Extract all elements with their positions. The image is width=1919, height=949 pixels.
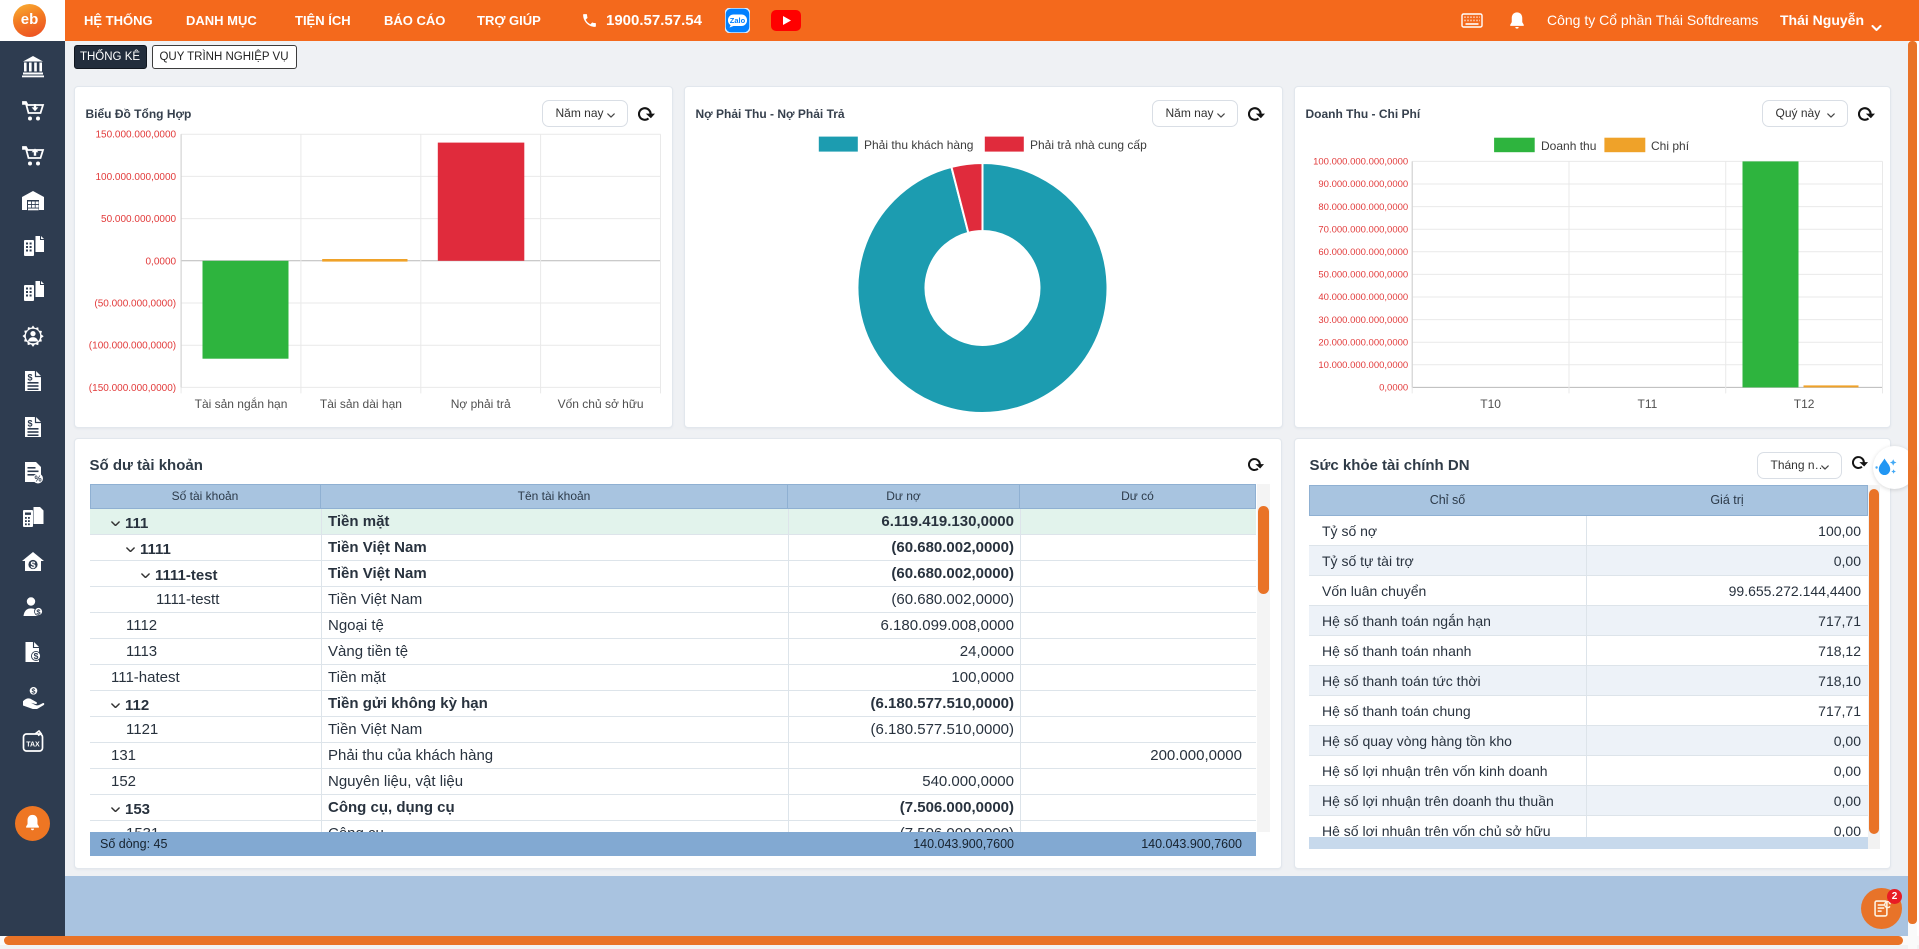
svg-text:70.000.000.000,0000: 70.000.000.000,0000 [1318,224,1408,235]
svg-text:0,0000: 0,0000 [1379,383,1408,394]
svg-text:(150.000.000,0000): (150.000.000,0000) [88,383,175,394]
svg-text:Tài sản ngắn hạn: Tài sản ngắn hạn [194,396,287,411]
svg-text:(100.000.000,0000): (100.000.000,0000) [88,341,175,352]
svg-text:80.000.000.000,0000: 80.000.000.000,0000 [1318,202,1408,213]
svg-text:(50.000.000,0000): (50.000.000,0000) [94,299,176,310]
svg-text:$: $ [33,651,38,661]
svg-text:50.000.000,0000: 50.000.000,0000 [101,214,177,225]
svg-text:40.000.000.000,0000: 40.000.000.000,0000 [1318,292,1408,303]
svg-text:Nợ phải trả: Nợ phải trả [450,397,510,411]
svg-text:150.000.000,0000: 150.000.000,0000 [95,130,176,141]
svg-text:50.000.000.000,0000: 50.000.000.000,0000 [1318,270,1408,281]
svg-text:$: $ [30,560,35,570]
svg-text:Doanh thu: Doanh thu [1541,139,1596,153]
svg-text:%: % [34,475,41,484]
svg-text:Vốn chủ sở hữu: Vốn chủ sở hữu [557,397,643,411]
svg-text:Zalo: Zalo [730,16,746,25]
svg-text:30.000.000.000,0000: 30.000.000.000,0000 [1318,315,1408,326]
svg-text:$: $ [27,419,32,429]
svg-text:Tài sản dài hạn: Tài sản dài hạn [319,397,401,411]
svg-text:100.000.000,0000: 100.000.000,0000 [95,172,176,183]
svg-text:T11: T11 [1637,397,1657,411]
svg-text:$: $ [27,373,32,383]
svg-text:Chi phí: Chi phí [1651,139,1690,153]
svg-text:60.000.000.000,0000: 60.000.000.000,0000 [1318,247,1408,258]
svg-text:T12: T12 [1793,397,1814,411]
svg-text:Phải trả nhà cung cấp: Phải trả nhà cung cấp [1030,138,1147,152]
svg-text:100.000.000.000,0000: 100.000.000.000,0000 [1313,157,1408,168]
svg-text:0,0000: 0,0000 [145,256,176,267]
svg-text:$: $ [31,688,35,695]
svg-text:TAX: TAX [26,742,40,749]
svg-text:Phải thu khách hàng: Phải thu khách hàng [864,138,973,152]
svg-text:T10: T10 [1480,397,1501,411]
svg-text:90.000.000.000,0000: 90.000.000.000,0000 [1318,179,1408,190]
svg-text:20.000.000.000,0000: 20.000.000.000,0000 [1318,337,1408,348]
svg-text:$: $ [36,607,41,616]
svg-text:10.000.000.000,0000: 10.000.000.000,0000 [1318,360,1408,371]
